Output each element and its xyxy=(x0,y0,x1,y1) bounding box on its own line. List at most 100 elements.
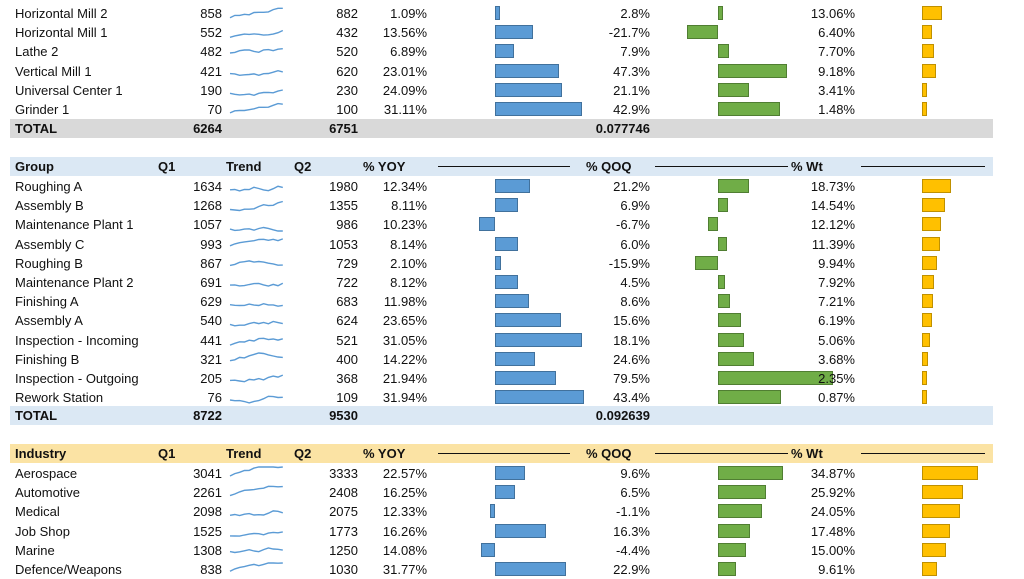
qoq-bar xyxy=(718,198,728,213)
row-qoq: 22.9% xyxy=(613,562,650,577)
table-row: Lathe 2 482 520 6.89% 7.9% 7.70% xyxy=(10,42,993,61)
yoy-bar xyxy=(495,485,516,500)
table-row: Rework Station 76 109 31.94% 43.4% 0.87% xyxy=(10,388,993,407)
row-label: Roughing B xyxy=(15,255,83,271)
row-q2: 2408 xyxy=(329,485,358,501)
trend-sparkline xyxy=(229,337,283,346)
trend-sparkline xyxy=(229,185,283,192)
row-label: Lathe 2 xyxy=(15,44,59,60)
row-qoq: 21.1% xyxy=(613,82,650,98)
row-label: Vertical Mill 1 xyxy=(15,63,92,79)
row-yoy: 8.12% xyxy=(390,275,427,290)
wt-bar xyxy=(922,6,943,20)
trend-line xyxy=(229,562,283,572)
qoq-bar xyxy=(718,275,725,289)
row-yoy: 14.22% xyxy=(382,351,427,367)
table-row: Horizontal Mill 1 552 432 13.56% -21.7% 6.40% xyxy=(10,23,993,42)
table-row: Inspection - Incoming 441 521 31.05% 18.1% 5.… xyxy=(10,331,993,350)
row-wt: 3.41% xyxy=(818,82,855,98)
row-yoy: 11.98% xyxy=(383,294,427,310)
trend-line xyxy=(229,89,283,96)
header-q1: Q1 xyxy=(158,446,176,461)
wt-bar xyxy=(922,351,928,366)
row-label: Automotive xyxy=(15,485,81,501)
row-wt: 15.00% xyxy=(810,542,855,558)
table-row: Universal Center 1 190 230 24.09% 21.1% 3.41% xyxy=(10,81,993,100)
row-q1: 1308 xyxy=(193,542,222,558)
row-label: Horizontal Mill 2 xyxy=(15,6,108,21)
row-qoq: 24.6% xyxy=(613,351,650,367)
total-qoq: 0.092639 xyxy=(595,408,650,423)
row-yoy: 8.14% xyxy=(390,236,427,252)
yoy-bar xyxy=(495,179,530,193)
row-label: Inspection - Outgoing xyxy=(15,371,139,386)
total-q1: 8722 xyxy=(193,408,222,423)
row-wt: 7.92% xyxy=(818,275,855,290)
row-yoy: 13.56% xyxy=(382,25,427,41)
total-q1: 6264 xyxy=(193,121,222,136)
row-wt: 3.68% xyxy=(818,351,855,367)
row-wt: 0.87% xyxy=(818,390,855,406)
row-q1: 190 xyxy=(200,82,222,98)
yoy-bar xyxy=(495,102,583,116)
header-trend: Trend xyxy=(226,446,262,461)
row-wt: 7.70% xyxy=(818,44,855,60)
row-yoy: 12.34% xyxy=(382,179,427,194)
yoy-bar xyxy=(495,371,557,385)
qoq-bar xyxy=(718,542,746,557)
table-row: Maintenance Plant 2 691 722 8.12% 4.5% 7.92% xyxy=(10,273,993,292)
trend-sparkline xyxy=(229,303,283,308)
trend-line xyxy=(229,510,284,517)
qoq-bar xyxy=(708,217,718,232)
row-yoy: 21.94% xyxy=(382,371,427,386)
trend-sparkline xyxy=(229,395,283,404)
row-label: Assembly A xyxy=(15,313,83,329)
yoy-bar xyxy=(495,313,562,328)
trend-line xyxy=(229,321,283,327)
yoy-bar xyxy=(495,390,585,405)
row-q1: 1268 xyxy=(193,198,222,214)
header-q2: Q2 xyxy=(294,446,312,461)
trend-line xyxy=(229,466,283,477)
row-q1: 2098 xyxy=(193,504,222,520)
row-yoy: 6.89% xyxy=(390,44,427,60)
row-qoq: -15.9% xyxy=(608,255,650,271)
row-qoq: 79.5% xyxy=(613,371,650,386)
row-yoy: 24.09% xyxy=(382,82,427,98)
row-yoy: 22.57% xyxy=(382,466,427,481)
wt-bar xyxy=(922,313,932,328)
yoy-bar xyxy=(495,236,518,251)
row-label: Assembly C xyxy=(15,236,85,252)
row-q2: 683 xyxy=(336,294,358,310)
trend-line xyxy=(229,201,283,212)
wt-bar xyxy=(922,294,934,309)
qoq-bar xyxy=(718,6,723,20)
row-label: Marine xyxy=(15,542,55,558)
total-q2: 9530 xyxy=(329,408,358,423)
row-qoq: -1.1% xyxy=(616,504,650,520)
row-label: Inspection - Incoming xyxy=(15,332,139,348)
row-wt: 7.21% xyxy=(818,294,855,310)
table-row: Finishing B 321 400 14.22% 24.6% 3.68% xyxy=(10,350,993,369)
row-q1: 867 xyxy=(200,255,222,271)
row-yoy: 31.05% xyxy=(382,332,427,348)
qoq-bar xyxy=(718,562,736,576)
table-row: Roughing A 1634 1980 12.34% 21.2% 18.73% xyxy=(10,177,993,196)
row-wt: 6.40% xyxy=(818,25,855,41)
qoq-bar xyxy=(718,179,749,193)
trend-line xyxy=(229,227,283,233)
row-wt: 5.06% xyxy=(818,332,855,348)
trend-line xyxy=(229,237,284,247)
header-label: Industry xyxy=(15,446,67,461)
yoy-bar xyxy=(495,562,566,576)
table-row: Defence/Weapons 838 1030 31.77% 22.9% 9.61% xyxy=(10,560,993,579)
row-q2: 432 xyxy=(336,25,358,41)
yoy-bar xyxy=(495,44,515,59)
row-wt: 14.54% xyxy=(810,198,855,214)
row-label: Finishing A xyxy=(15,294,79,310)
trend-sparkline xyxy=(229,374,284,383)
trend-sparkline xyxy=(229,69,283,76)
row-label: Rework Station xyxy=(15,390,104,406)
header-q2: Q2 xyxy=(294,159,312,174)
qoq-bar xyxy=(718,485,766,500)
